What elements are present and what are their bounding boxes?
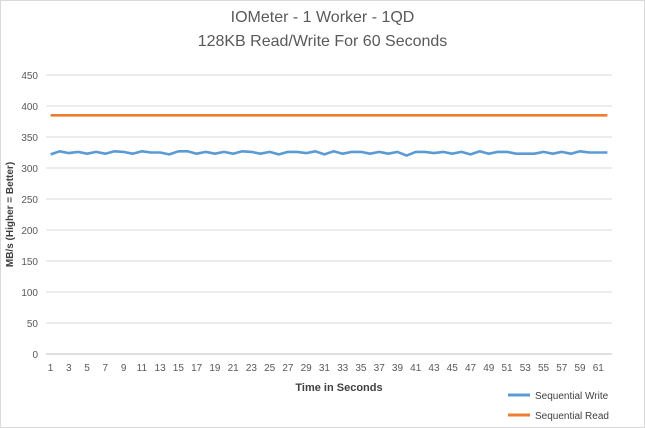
x-tick-label: 35 bbox=[355, 363, 367, 374]
x-tick-label: 25 bbox=[264, 363, 276, 374]
x-tick-label: 7 bbox=[103, 363, 109, 374]
y-tick-label: 200 bbox=[21, 226, 38, 237]
x-tick-label: 5 bbox=[84, 363, 90, 374]
x-tick-label: 29 bbox=[301, 363, 313, 374]
y-axis-title: MB/s (Higher = Better) bbox=[5, 162, 16, 267]
x-tick-label: 55 bbox=[538, 363, 550, 374]
x-tick-label: 57 bbox=[556, 363, 568, 374]
x-tick-label: 33 bbox=[337, 363, 349, 374]
x-tick-label: 3 bbox=[66, 363, 72, 374]
x-tick-label: 27 bbox=[282, 363, 294, 374]
x-tick-label: 19 bbox=[209, 363, 221, 374]
y-tick-label: 50 bbox=[27, 319, 39, 330]
x-tick-label: 13 bbox=[155, 363, 167, 374]
x-tick-label: 45 bbox=[447, 363, 459, 374]
x-tick-label: 31 bbox=[319, 363, 331, 374]
legend-label: Sequential Write bbox=[535, 391, 609, 402]
chart-subtitle: 128KB Read/Write For 60 Seconds bbox=[197, 33, 448, 50]
y-tick-label: 400 bbox=[21, 102, 38, 113]
x-tick-label: 1 bbox=[48, 363, 54, 374]
chart-title: IOMeter - 1 Worker - 1QD bbox=[230, 9, 415, 26]
x-tick-label: 37 bbox=[374, 363, 386, 374]
legend-label: Sequential Read bbox=[535, 411, 609, 422]
x-tick-label: 41 bbox=[410, 363, 422, 374]
y-tick-label: 0 bbox=[32, 350, 38, 361]
x-tick-label: 61 bbox=[593, 363, 605, 374]
x-axis-title: Time in Seconds bbox=[295, 382, 382, 394]
y-tick-label: 100 bbox=[21, 288, 38, 299]
x-tick-label: 21 bbox=[228, 363, 240, 374]
x-tick-label: 49 bbox=[483, 363, 495, 374]
x-tick-label: 15 bbox=[173, 363, 185, 374]
series-line-sequential-write bbox=[50, 150, 608, 157]
x-tick-label: 23 bbox=[246, 363, 258, 374]
x-tick-label: 9 bbox=[121, 363, 127, 374]
x-tick-label: 17 bbox=[191, 363, 203, 374]
y-tick-label: 450 bbox=[21, 71, 38, 82]
x-tick-label: 51 bbox=[501, 363, 513, 374]
x-tick-label: 59 bbox=[574, 363, 586, 374]
x-tick-label: 47 bbox=[465, 363, 477, 374]
y-tick-label: 300 bbox=[21, 164, 38, 175]
y-tick-label: 250 bbox=[21, 195, 38, 206]
x-tick-label: 39 bbox=[392, 363, 404, 374]
x-tick-label: 43 bbox=[428, 363, 440, 374]
x-tick-label: 53 bbox=[520, 363, 532, 374]
y-tick-label: 350 bbox=[21, 133, 38, 144]
x-tick-label: 11 bbox=[137, 363, 148, 374]
y-tick-label: 150 bbox=[21, 257, 38, 268]
